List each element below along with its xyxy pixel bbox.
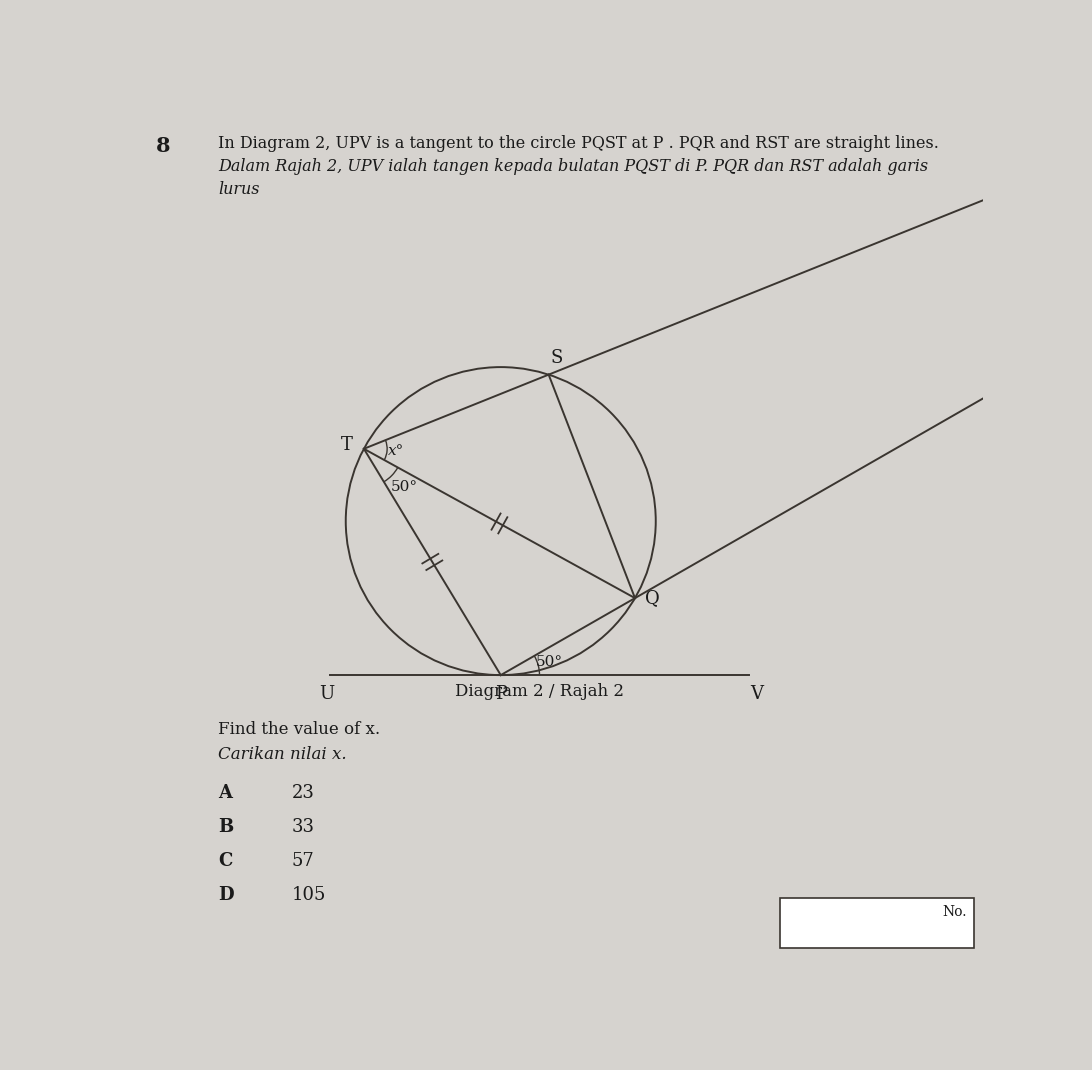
- Text: D: D: [218, 886, 234, 904]
- Text: 8: 8: [156, 136, 170, 156]
- Text: 50°: 50°: [391, 480, 417, 494]
- Text: A: A: [218, 784, 232, 802]
- Text: In Diagram 2, UPV is a tangent to the circle PQST at P . PQR and RST are straigh: In Diagram 2, UPV is a tangent to the ci…: [218, 135, 939, 152]
- Text: lurus: lurus: [218, 181, 260, 198]
- Bar: [780, 899, 973, 948]
- Text: 57: 57: [292, 852, 314, 870]
- Text: V: V: [750, 686, 763, 703]
- Text: Find the value of x.: Find the value of x.: [218, 721, 380, 738]
- Text: 50°: 50°: [536, 655, 563, 669]
- Text: P: P: [495, 686, 507, 703]
- Text: x°: x°: [389, 444, 404, 458]
- Text: C: C: [218, 852, 233, 870]
- Text: Dalam Rajah 2, UPV ialah tangen kepada bulatan PQST di P. PQR dan RST adalah gar: Dalam Rajah 2, UPV ialah tangen kepada b…: [218, 157, 928, 174]
- Text: T: T: [341, 435, 353, 454]
- Text: B: B: [218, 819, 233, 837]
- Text: Carikan nilai x.: Carikan nilai x.: [218, 746, 346, 763]
- Text: 33: 33: [292, 819, 314, 837]
- Text: Q: Q: [644, 590, 660, 607]
- Text: 23: 23: [292, 784, 314, 802]
- Text: S: S: [550, 349, 562, 367]
- Text: 105: 105: [292, 886, 325, 904]
- Text: Diagram 2 / Rajah 2: Diagram 2 / Rajah 2: [455, 683, 624, 700]
- Text: U: U: [319, 686, 334, 703]
- Text: No.: No.: [942, 904, 968, 918]
